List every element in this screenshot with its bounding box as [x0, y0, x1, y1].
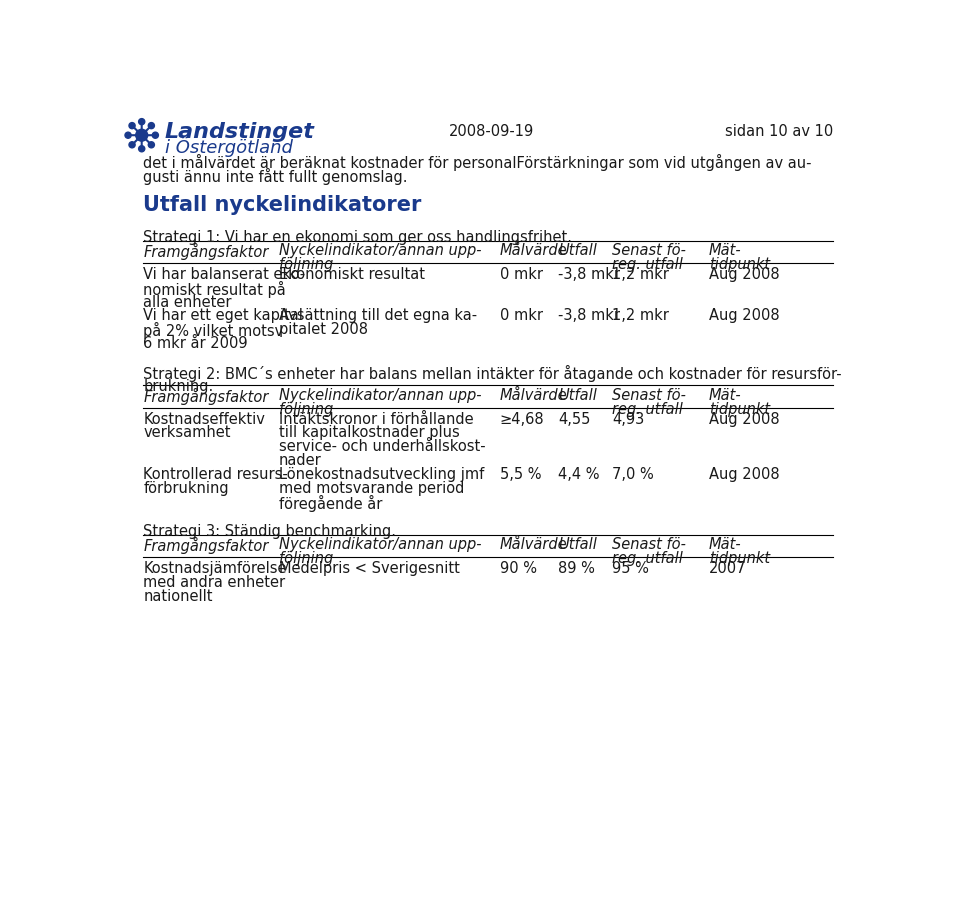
Text: Strategi 2: BMC´s enheter har balans mellan intäkter för åtagande och kostnader : Strategi 2: BMC´s enheter har balans mel…: [143, 365, 842, 382]
Text: Nyckelindikator/annan upp-: Nyckelindikator/annan upp-: [278, 388, 481, 403]
Text: 89 %: 89 %: [558, 561, 595, 576]
Text: Aug 2008: Aug 2008: [709, 412, 780, 426]
Text: Mät-: Mät-: [709, 388, 742, 403]
Text: nationellt: nationellt: [143, 588, 213, 604]
Text: Strategi 1: Vi har en ekonomi som ger oss handlingsfrihet.: Strategi 1: Vi har en ekonomi som ger os…: [143, 230, 572, 245]
Text: Målvärde: Målvärde: [500, 243, 567, 258]
Text: följning: följning: [278, 257, 333, 272]
Text: gusti ännu inte fått fullt genomslag.: gusti ännu inte fått fullt genomslag.: [143, 168, 408, 186]
Text: 1,2 mkr: 1,2 mkr: [612, 308, 669, 324]
Text: 1,2 mkr: 1,2 mkr: [612, 267, 669, 282]
Text: Målvärde: Målvärde: [500, 537, 567, 552]
Text: förbrukning: förbrukning: [143, 481, 228, 496]
Text: Strategi 3: Ständig benchmarking.: Strategi 3: Ständig benchmarking.: [143, 524, 396, 539]
Text: Senast fö-: Senast fö-: [612, 388, 686, 403]
Text: med motsvarande period: med motsvarande period: [278, 481, 465, 496]
Text: Senast fö-: Senast fö-: [612, 243, 686, 258]
Text: tidpunkt: tidpunkt: [709, 551, 770, 566]
Text: Mät-: Mät-: [709, 243, 742, 258]
Text: Medelpris < Sverigesnitt: Medelpris < Sverigesnitt: [278, 561, 460, 576]
Text: Kostnadseffektiv: Kostnadseffektiv: [143, 412, 265, 426]
Text: till kapitalkostnader plus: till kapitalkostnader plus: [278, 425, 460, 440]
Text: i Östergötland: i Östergötland: [165, 136, 293, 156]
Text: med andra enheter: med andra enheter: [143, 575, 285, 590]
Text: Målvärde: Målvärde: [500, 388, 567, 403]
Circle shape: [125, 132, 132, 138]
Text: nader: nader: [278, 453, 322, 468]
Text: 90 %: 90 %: [500, 561, 537, 576]
Text: reg. utfall: reg. utfall: [612, 257, 683, 272]
Text: Intäktskronor i förhållande: Intäktskronor i förhållande: [278, 412, 473, 426]
Text: Nyckelindikator/annan upp-: Nyckelindikator/annan upp-: [278, 243, 481, 258]
Text: ≥4,68: ≥4,68: [500, 412, 544, 426]
Text: 4,55: 4,55: [558, 412, 590, 426]
Text: tidpunkt: tidpunkt: [709, 402, 770, 416]
Text: 2007: 2007: [709, 561, 747, 576]
Text: reg. utfall: reg. utfall: [612, 402, 683, 416]
Text: 5,5 %: 5,5 %: [500, 467, 541, 482]
Text: Kostnadsjämförelse: Kostnadsjämförelse: [143, 561, 287, 576]
Circle shape: [138, 119, 145, 124]
Text: det i målvärdet är beräknat kostnader för personalFörstärkningar som vid utgånge: det i målvärdet är beräknat kostnader fö…: [143, 155, 812, 171]
Text: Aug 2008: Aug 2008: [709, 308, 780, 324]
Text: alla enheter: alla enheter: [143, 295, 231, 309]
Circle shape: [148, 142, 155, 148]
Text: 7,0 %: 7,0 %: [612, 467, 654, 482]
Text: 4,4 %: 4,4 %: [558, 467, 599, 482]
Text: 0 mkr: 0 mkr: [500, 308, 542, 324]
Text: 2008-09-19: 2008-09-19: [449, 124, 535, 139]
Circle shape: [138, 145, 145, 152]
Text: 6 mkr år 2009: 6 mkr år 2009: [143, 336, 248, 351]
Text: nomiskt resultat på: nomiskt resultat på: [143, 281, 286, 297]
Text: Landstinget: Landstinget: [165, 122, 315, 142]
Text: reg. utfall: reg. utfall: [612, 551, 683, 566]
Text: 0 mkr: 0 mkr: [500, 267, 542, 282]
Text: 95 %: 95 %: [612, 561, 649, 576]
Text: tidpunkt: tidpunkt: [709, 257, 770, 272]
Text: brukning.: brukning.: [143, 380, 213, 394]
Text: pitalet 2008: pitalet 2008: [278, 322, 368, 338]
Circle shape: [135, 129, 148, 141]
Text: Nyckelindikator/annan upp-: Nyckelindikator/annan upp-: [278, 537, 481, 552]
Text: Utfall: Utfall: [558, 388, 597, 403]
Text: 4,93: 4,93: [612, 412, 644, 426]
Text: Framgångsfaktor: Framgångsfaktor: [143, 388, 269, 404]
Text: Mät-: Mät-: [709, 537, 742, 552]
Text: Ekonomiskt resultat: Ekonomiskt resultat: [278, 267, 425, 282]
Text: service- och underhållskost-: service- och underhållskost-: [278, 439, 486, 455]
Text: Framgångsfaktor: Framgångsfaktor: [143, 537, 269, 554]
Text: på 2% vilket motsv: på 2% vilket motsv: [143, 322, 283, 339]
Text: Aug 2008: Aug 2008: [709, 267, 780, 282]
Circle shape: [148, 123, 155, 129]
Text: -3,8 mkr: -3,8 mkr: [558, 267, 620, 282]
Text: Utfall: Utfall: [558, 537, 597, 552]
Text: Senast fö-: Senast fö-: [612, 537, 686, 552]
Text: följning: följning: [278, 402, 333, 416]
Text: följning: följning: [278, 551, 333, 566]
Text: Vi har balanserat eko-: Vi har balanserat eko-: [143, 267, 305, 282]
Text: sidan 10 av 10: sidan 10 av 10: [725, 124, 833, 139]
Circle shape: [129, 123, 135, 129]
Text: Kontrollerad resurs-: Kontrollerad resurs-: [143, 467, 288, 482]
Text: föregående år: föregående år: [278, 495, 382, 511]
Text: Framgångsfaktor: Framgångsfaktor: [143, 243, 269, 260]
Text: verksamhet: verksamhet: [143, 425, 230, 440]
Text: -3,8 mkr: -3,8 mkr: [558, 308, 620, 324]
Text: Vi har ett eget kapital: Vi har ett eget kapital: [143, 308, 303, 324]
Text: Aug 2008: Aug 2008: [709, 467, 780, 482]
Text: Utfall nyckelindikatorer: Utfall nyckelindikatorer: [143, 195, 421, 215]
Text: Lönekostnadsutveckling jmf: Lönekostnadsutveckling jmf: [278, 467, 484, 482]
Text: Avsättning till det egna ka-: Avsättning till det egna ka-: [278, 308, 477, 324]
Circle shape: [153, 132, 158, 138]
Circle shape: [129, 142, 135, 148]
Text: Utfall: Utfall: [558, 243, 597, 258]
